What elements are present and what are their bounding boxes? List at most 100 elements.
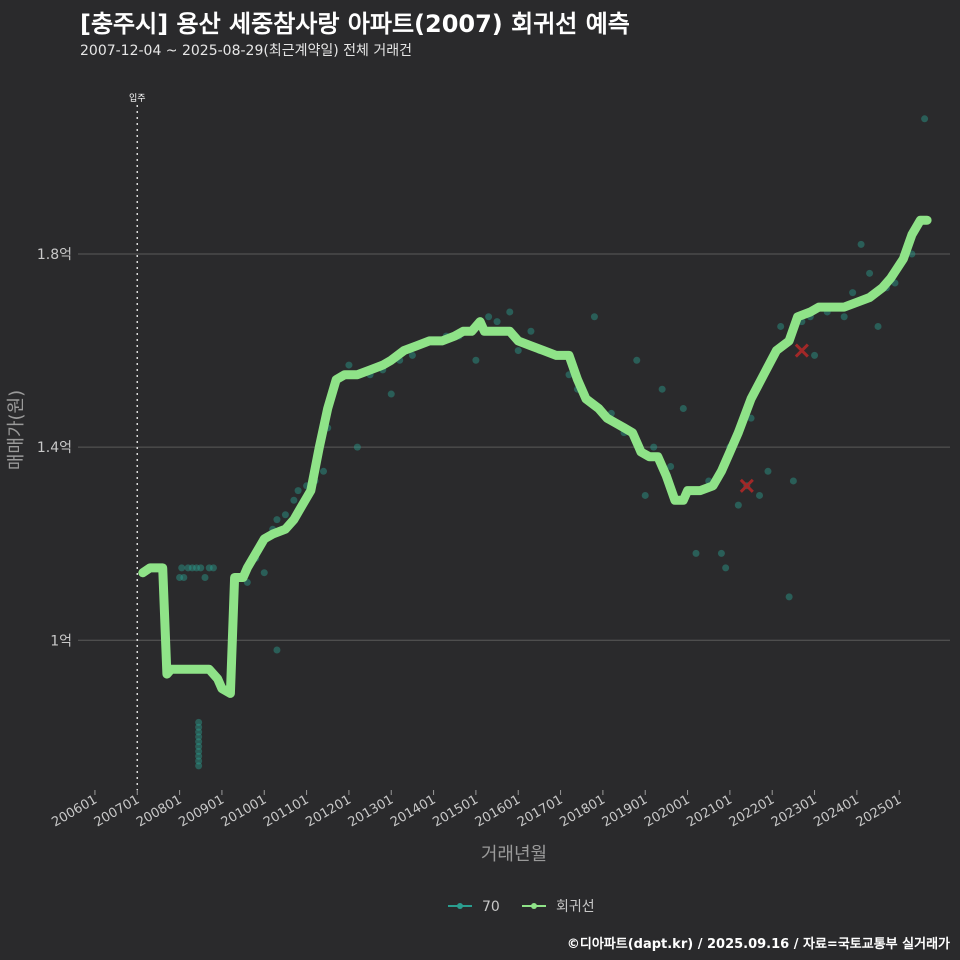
scatter-point <box>506 308 514 316</box>
scatter-point <box>717 549 725 557</box>
x-axis-ticks: 2006012007012008012009012010012011012012… <box>49 790 904 830</box>
x-tick-label: 202201 <box>727 792 777 830</box>
x-tick-label: 201801 <box>557 792 607 830</box>
scatter-point <box>184 564 192 572</box>
scatter-point <box>195 752 203 760</box>
y-axis-label: 매매가(원) <box>6 390 27 470</box>
x-tick-label: 201101 <box>261 792 311 830</box>
legend-swatch-dot <box>457 903 463 909</box>
scatter-point <box>785 593 793 601</box>
scatter-point <box>281 511 289 519</box>
scatter-point <box>205 564 213 572</box>
x-tick-label: 201401 <box>388 792 438 830</box>
x-axis-label: 거래년월 <box>481 844 547 865</box>
scatter-point <box>195 762 203 770</box>
x-tick-label: 201001 <box>219 792 269 830</box>
scatter-point <box>195 743 203 751</box>
scatter-point <box>590 313 598 321</box>
scatter-point <box>756 491 764 499</box>
x-tick-label: 202301 <box>769 792 819 830</box>
scatter-point <box>180 574 188 582</box>
scatter-point <box>747 414 755 422</box>
footer-credit: ©디아파트(dapt.kr) / 2025.09.16 / 자료=국토교통부 실… <box>566 937 950 952</box>
scatter-point <box>472 356 480 364</box>
scatter-point <box>857 240 865 248</box>
scatter-point <box>633 356 641 364</box>
outlier-marker <box>739 478 754 493</box>
scatter-point <box>849 289 857 297</box>
x-tick-label: 200701 <box>92 792 142 830</box>
scatter-point <box>866 269 874 277</box>
scatter-point <box>273 646 281 654</box>
x-tick-label: 200901 <box>176 792 226 830</box>
scatter-point <box>193 564 201 572</box>
chart-subtitle: 2007-12-04 ~ 2025-08-29(최근계약일) 전체 거래건 <box>80 43 412 59</box>
scatter-point <box>641 491 649 499</box>
scatter-point <box>195 738 203 746</box>
x-tick-label: 200801 <box>134 792 184 830</box>
scatter-point <box>485 313 493 321</box>
legend-label: 70 <box>482 899 500 915</box>
scatter-point <box>195 728 203 736</box>
x-tick-label: 201901 <box>600 792 650 830</box>
scatter-series-70 <box>176 115 929 770</box>
scatter-point <box>176 574 184 582</box>
scatter-point <box>658 385 666 393</box>
scatter-point <box>722 564 730 572</box>
x-tick-label: 202101 <box>684 792 734 830</box>
scatter-point <box>777 322 785 330</box>
scatter-point <box>764 467 772 475</box>
scatter-point <box>840 313 848 321</box>
scatter-point <box>188 564 196 572</box>
x-tick-label: 201601 <box>473 792 523 830</box>
x-tick-label: 201201 <box>303 792 353 830</box>
x-tick-label: 202001 <box>642 792 692 830</box>
grid-lines <box>78 253 950 641</box>
x-tick-label: 201701 <box>515 792 565 830</box>
scatter-point <box>320 467 328 475</box>
scatter-point <box>195 747 203 755</box>
scatter-point <box>527 327 535 335</box>
scatter-point <box>260 569 268 577</box>
scatter-point <box>734 501 742 509</box>
y-tick-label: 1.8억 <box>37 247 72 263</box>
scatter-point <box>789 477 797 485</box>
chart-title: [충주시] 용산 세중참사랑 아파트(2007) 회귀선 예측 <box>80 10 630 38</box>
scatter-point <box>294 487 302 495</box>
move-in-annotation: 입주 <box>129 92 146 790</box>
legend-swatch-dot <box>531 903 537 909</box>
x-tick-label: 202401 <box>811 792 861 830</box>
scatter-point <box>650 443 658 451</box>
scatter-point <box>195 718 203 726</box>
scatter-point <box>811 351 819 359</box>
regression-series <box>138 215 932 698</box>
scatter-point <box>290 496 298 504</box>
legend-item-regression: 회귀선 <box>522 899 595 915</box>
y-tick-label: 1.4억 <box>37 440 72 456</box>
scatter-point <box>345 361 353 369</box>
scatter-point <box>921 115 929 123</box>
scatter-point <box>667 462 675 470</box>
scatter-point <box>195 757 203 765</box>
x-tick-label: 201501 <box>430 792 480 830</box>
scatter-point <box>195 723 203 731</box>
x-tick-label: 201301 <box>346 792 396 830</box>
scatter-point <box>197 564 205 572</box>
scatter-point <box>874 322 882 330</box>
outlier-marker <box>794 343 809 358</box>
scatter-point <box>201 574 209 582</box>
x-tick-label: 202501 <box>854 792 904 830</box>
y-axis-ticks: 1억 1.4억 1.8억 <box>37 247 72 649</box>
scatter-point <box>692 549 700 557</box>
outlier-markers <box>739 343 809 493</box>
scatter-point <box>209 564 217 572</box>
x-tick-label: 200601 <box>49 792 99 830</box>
scatter-point <box>408 351 416 359</box>
scatter-point <box>387 390 395 398</box>
legend-label: 회귀선 <box>556 899 595 915</box>
scatter-point <box>679 405 687 413</box>
scatter-point <box>514 347 522 355</box>
scatter-point <box>353 443 361 451</box>
scatter-point <box>178 564 186 572</box>
